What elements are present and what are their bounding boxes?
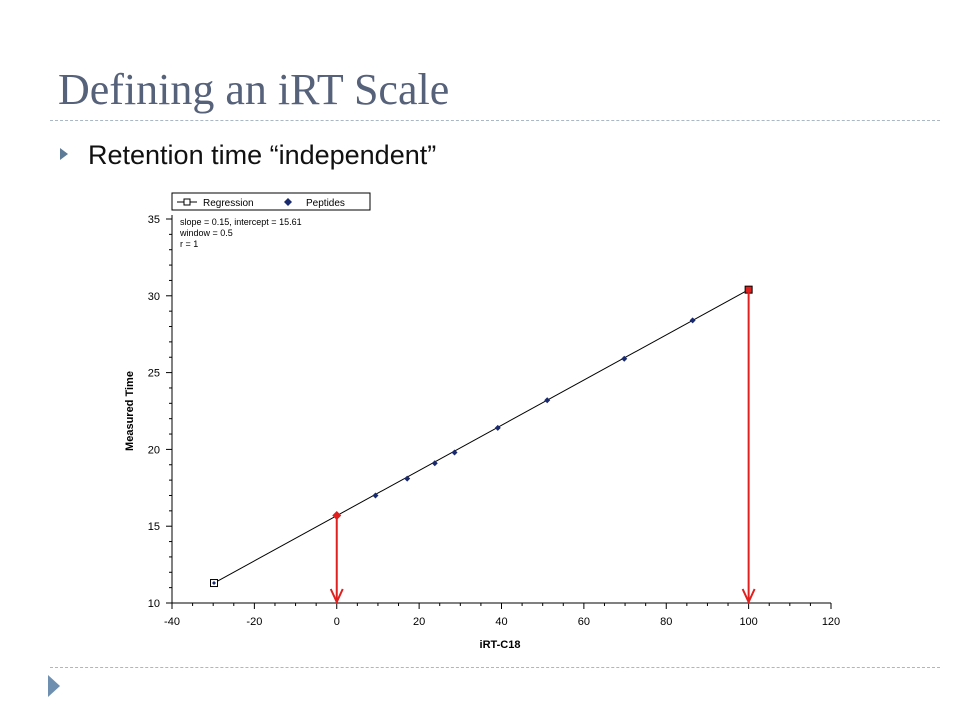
chart-legend: Regression Peptides xyxy=(171,192,371,211)
bullet-text: Retention time “independent” xyxy=(88,140,437,170)
peptide-point xyxy=(451,449,458,456)
y-tick-label: 20 xyxy=(148,444,160,456)
y-axis-label: Measured Time xyxy=(124,371,136,451)
red-arrow-head xyxy=(329,588,344,605)
peptide-point xyxy=(404,475,411,482)
peptide-point xyxy=(431,460,438,467)
legend-entry-regression: Regression xyxy=(203,198,254,209)
peptide-point xyxy=(621,355,628,362)
bullet-triangle-icon xyxy=(60,148,68,160)
x-tick-label: -40 xyxy=(164,616,180,628)
footer-divider xyxy=(50,667,940,668)
peptide-point xyxy=(372,492,379,499)
x-tick-label: 0 xyxy=(334,616,340,628)
red-arrow-head xyxy=(741,588,756,605)
peptide-point xyxy=(494,424,501,431)
x-tick-label: 40 xyxy=(495,616,507,628)
regression-layer xyxy=(210,285,753,588)
peptide-point xyxy=(212,581,217,586)
annotation-window: window = 0.5 xyxy=(179,228,233,238)
x-tick-label: 100 xyxy=(739,616,757,628)
x-tick-label: 20 xyxy=(413,616,425,628)
nav-triangle-icon xyxy=(48,675,60,697)
arrows-layer xyxy=(329,291,756,605)
x-tick-label: 80 xyxy=(660,616,672,628)
legend-entry-peptides: Peptides xyxy=(306,198,345,209)
title-divider xyxy=(50,120,940,121)
y-tick-label: 30 xyxy=(148,291,160,303)
x-axis-label: iRT-C18 xyxy=(480,639,521,651)
annotation-slope: slope = 0.15, intercept = 15.61 xyxy=(180,217,302,227)
legend-box xyxy=(171,192,371,211)
regression-line xyxy=(213,289,749,584)
annotation-r: r = 1 xyxy=(180,239,198,249)
y-tick-label: 10 xyxy=(148,598,160,610)
y-tick-label: 35 xyxy=(148,214,160,226)
peptide-point xyxy=(689,317,696,324)
y-tick-label: 25 xyxy=(148,368,160,380)
chart-axes: -40 -20 0 20 40 60 80 100 120 10 15 20 25 30 35 xyxy=(148,214,840,628)
highlighted-point xyxy=(332,510,342,520)
x-tick-label: 60 xyxy=(578,616,590,628)
points-layer xyxy=(212,317,696,586)
legend-regression-marker-icon xyxy=(183,198,191,206)
legend-peptides-marker-icon xyxy=(284,198,292,206)
x-tick-label: -20 xyxy=(246,616,262,628)
y-tick-label: 15 xyxy=(148,521,160,533)
peptide-point xyxy=(544,397,551,404)
slide-title: Defining an iRT Scale xyxy=(58,65,450,114)
x-tick-label: 120 xyxy=(822,616,840,628)
